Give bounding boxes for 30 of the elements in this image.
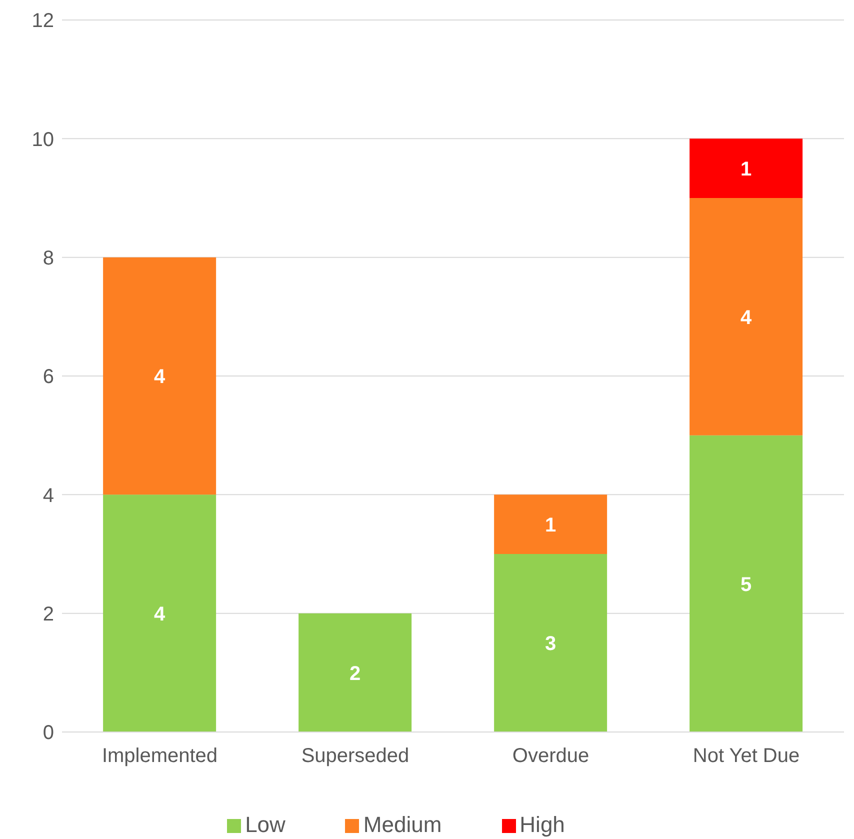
y-tick-label: 4 [42,484,54,507]
legend-label: Medium [363,812,442,837]
legend-label: Low [245,812,286,837]
bar [690,138,803,198]
data-label: 4 [154,603,166,626]
y-tick-label: 0 [42,722,54,744]
x-tick-label: Implemented [102,745,218,768]
x-tick-label: Not Yet Due [692,745,800,768]
bar [690,198,803,436]
y-tick-label: 10 [32,128,54,151]
y-tick-label: 12 [32,10,54,32]
y-tick-label: 6 [42,366,54,388]
data-label: 2 [349,662,361,685]
bar [103,494,216,732]
legend-label: High [520,812,565,837]
data-label: 5 [740,574,752,596]
data-label: 4 [740,306,752,329]
data-label: 1 [544,514,556,536]
x-tick-label: Superseded [301,745,410,768]
y-tick-label: 8 [42,247,54,270]
bar [690,435,803,732]
bar [494,554,608,732]
x-tick-label: Overdue [512,745,590,768]
bar [298,613,412,732]
data-label: 4 [154,366,166,388]
bar [103,257,216,495]
data-label: 3 [544,633,556,656]
y-tick-label: 2 [42,603,54,626]
data-label: 1 [740,158,752,180]
bar [494,494,608,554]
